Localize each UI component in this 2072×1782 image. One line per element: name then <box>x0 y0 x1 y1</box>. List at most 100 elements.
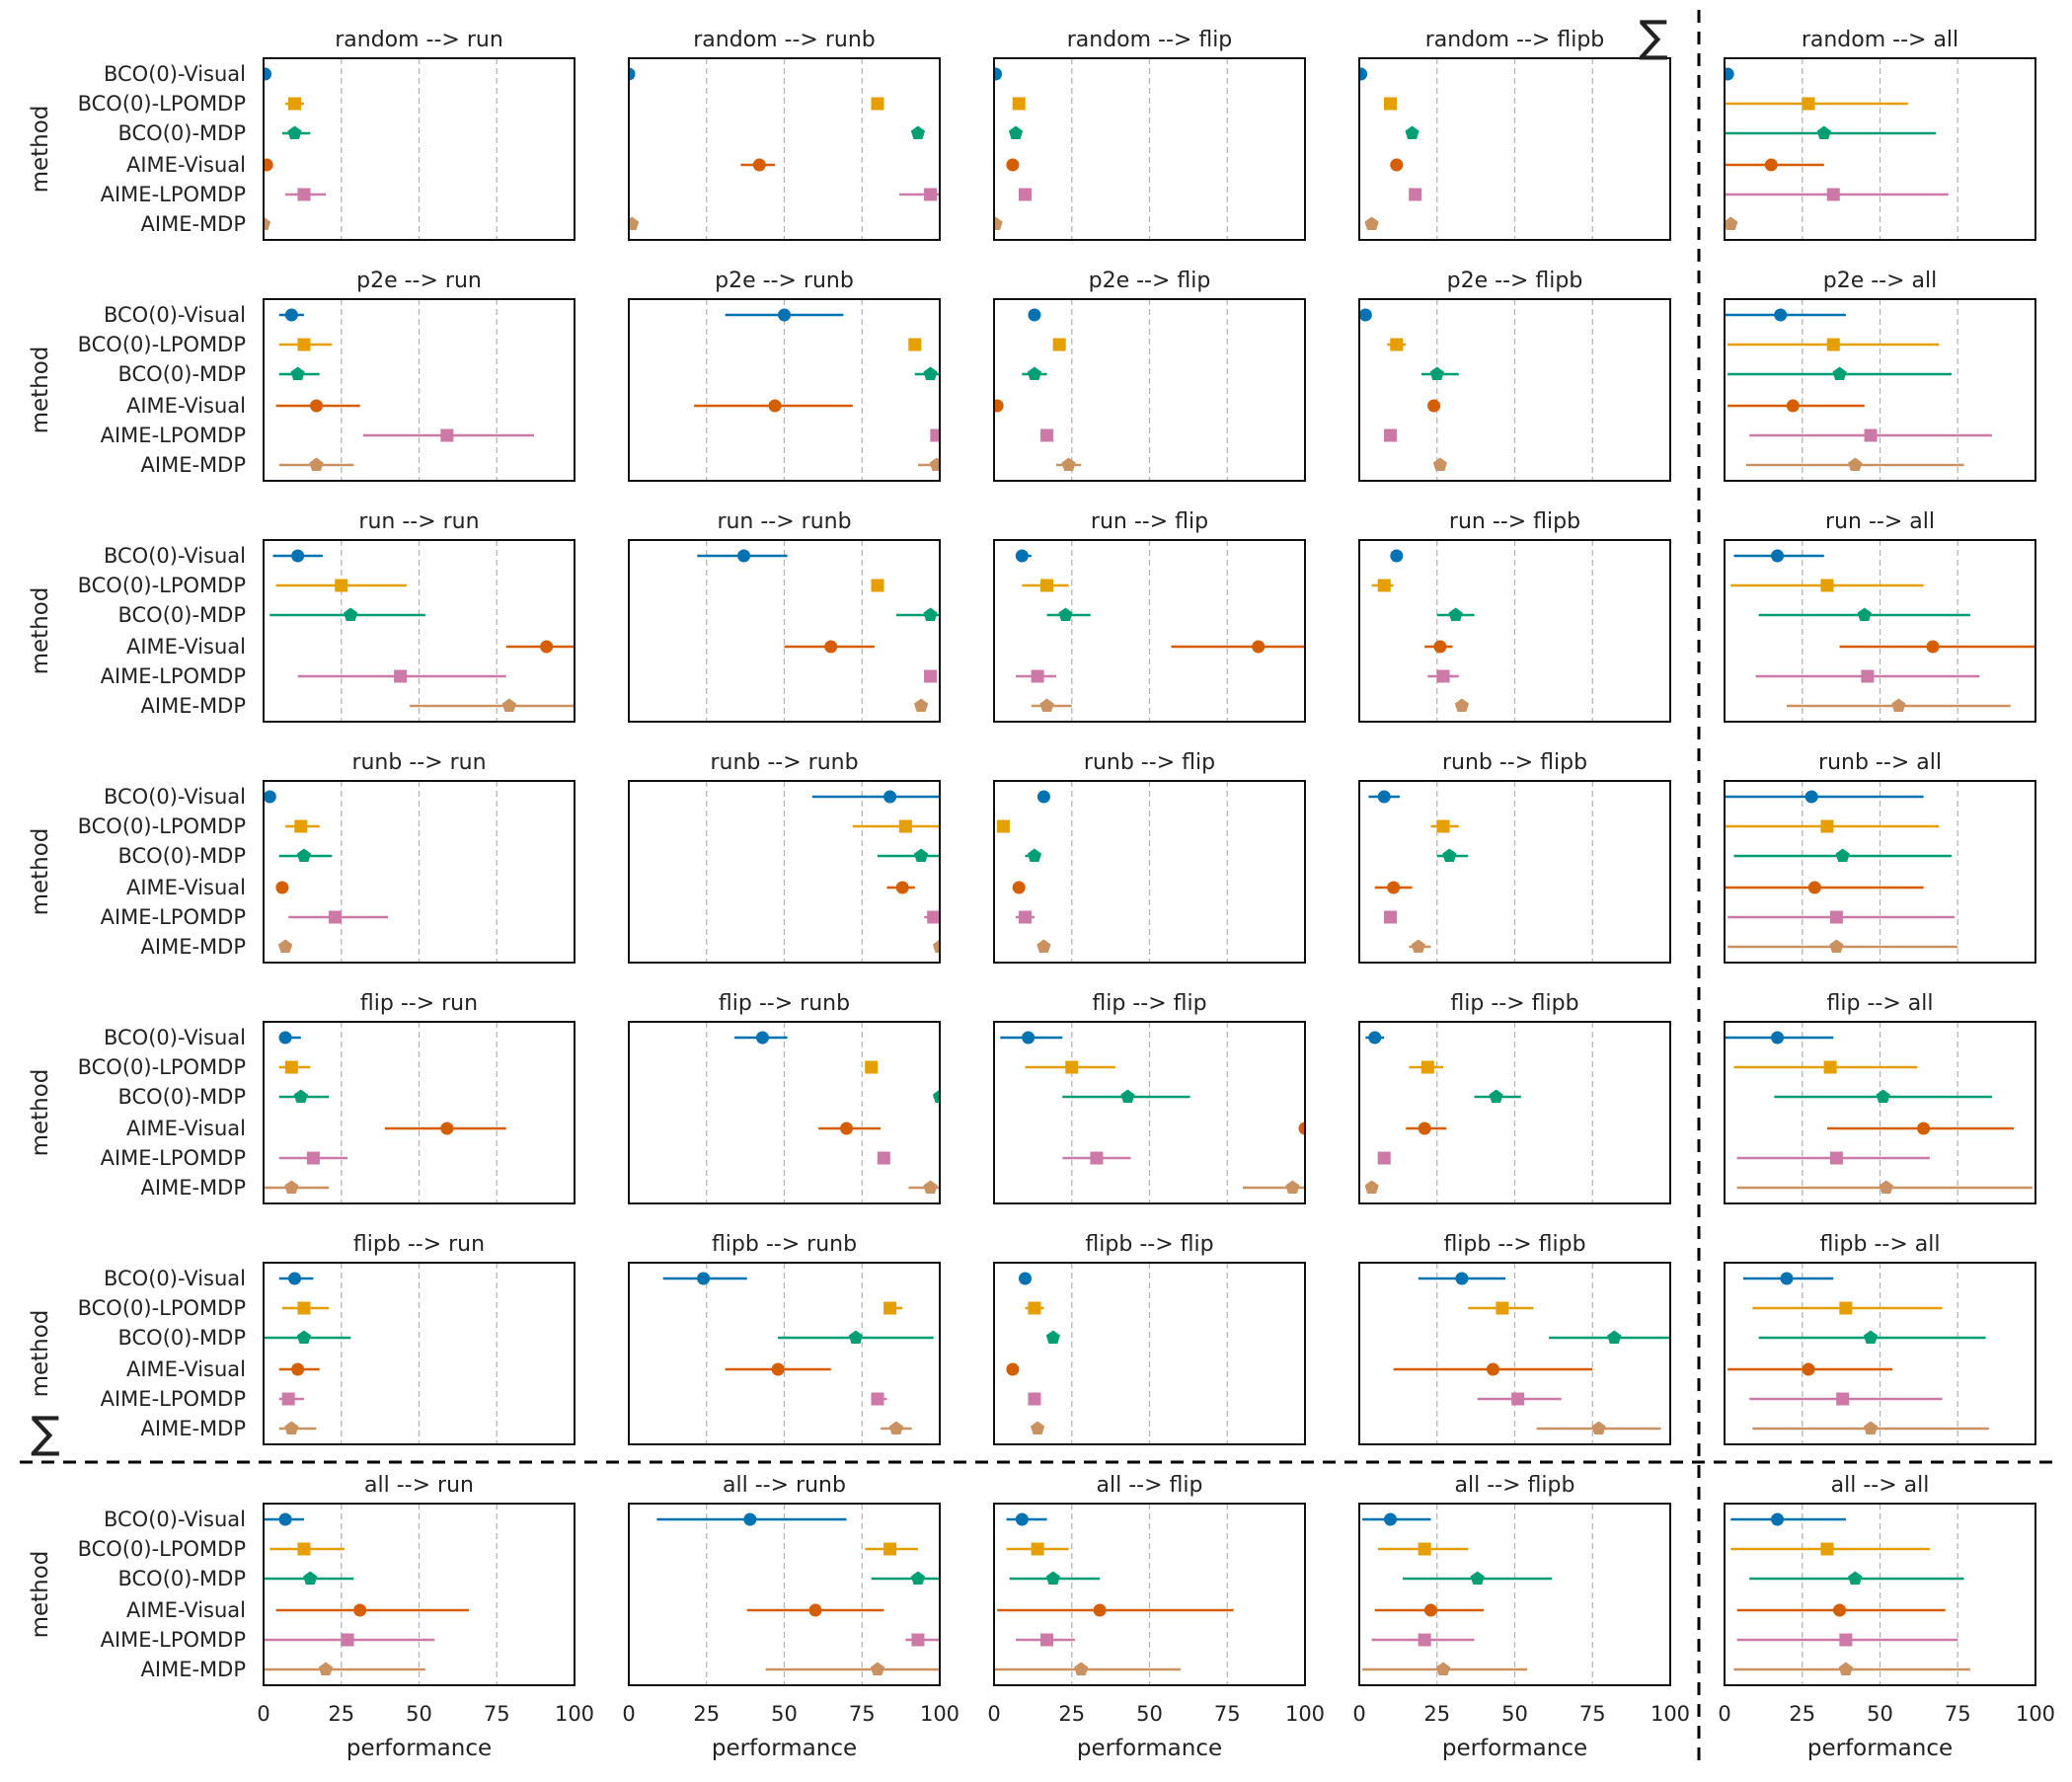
panel-data <box>656 1512 940 1676</box>
point-BCO(0)-MDP <box>923 607 938 622</box>
panel-random-to-runb: random --> runb <box>628 28 941 241</box>
point-AIME-Visual <box>752 158 766 172</box>
point-AIME-Visual <box>1833 1603 1847 1617</box>
x-tick-label: 50 <box>406 1702 432 1726</box>
point-AIME-LPOMDP <box>1829 910 1843 924</box>
y-tick-label: AIME-MDP <box>141 935 246 959</box>
y-tick-label: BCO(0)-Visual <box>104 1026 246 1049</box>
x-tick-label: 50 <box>771 1702 798 1726</box>
point-AIME-LPOMDP <box>911 1633 925 1647</box>
y-tick-label: AIME-LPOMDP <box>101 664 246 688</box>
y-tick-label: AIME-MDP <box>141 1176 246 1200</box>
point-AIME-MDP <box>1454 698 1470 713</box>
panel-frame <box>263 57 576 241</box>
panel-frame <box>628 1021 941 1204</box>
x-tick-label: 75 <box>1579 1702 1606 1726</box>
point-BCO(0)-Visual <box>1368 1031 1382 1045</box>
x-tick-label: 75 <box>1214 1702 1241 1726</box>
point-AIME-MDP <box>1036 939 1051 954</box>
point-AIME-MDP <box>923 1180 938 1195</box>
x-tick-label: 0 <box>987 1702 1000 1726</box>
panel-p2e-to-runb: p2e --> runb <box>628 269 941 482</box>
point-BCO(0)-MDP <box>1816 125 1831 140</box>
point-BCO(0)-MDP <box>910 125 926 140</box>
panel-title: flipb --> flipb <box>1443 1232 1585 1257</box>
point-AIME-Visual <box>895 881 909 894</box>
point-AIME-MDP <box>1829 939 1844 954</box>
panel-frame <box>993 298 1306 482</box>
point-AIME-Visual <box>1006 1362 1020 1376</box>
point-AIME-MDP <box>284 1421 299 1435</box>
point-BCO(0)-LPOMDP <box>908 338 922 351</box>
point-AIME-Visual <box>1387 881 1401 894</box>
point-BCO(0)-LPOMDP <box>898 819 912 833</box>
panel-frame <box>263 539 576 723</box>
panel-data <box>1364 1031 1521 1195</box>
point-BCO(0)-Visual <box>1359 308 1372 322</box>
point-AIME-LPOMDP <box>1019 188 1032 201</box>
point-AIME-LPOMDP <box>1384 910 1397 924</box>
panel-data <box>1368 790 1469 954</box>
point-BCO(0)-Visual <box>1377 790 1391 804</box>
sum-symbol-row: ∑ <box>31 1408 60 1458</box>
y-tick-label: BCO(0)-Visual <box>104 1267 246 1290</box>
point-BCO(0)-MDP <box>290 366 305 381</box>
point-BCO(0)-MDP <box>923 366 938 381</box>
panel-data <box>1725 67 1949 231</box>
panel-title: runb --> all <box>1818 750 1942 775</box>
y-tick-label: BCO(0)-Visual <box>104 785 246 809</box>
point-BCO(0)-LPOMDP <box>1420 1060 1434 1074</box>
point-AIME-LPOMDP <box>1836 1392 1850 1406</box>
point-AIME-MDP <box>994 216 1003 231</box>
point-AIME-Visual <box>771 1362 785 1376</box>
point-BCO(0)-MDP <box>1045 1571 1060 1586</box>
panel-data <box>1362 1512 1553 1676</box>
point-AIME-Visual <box>1006 158 1020 172</box>
point-BCO(0)-Visual <box>1725 67 1734 81</box>
point-AIME-Visual <box>540 640 554 654</box>
point-BCO(0)-MDP <box>1857 607 1872 622</box>
point-AIME-LPOMDP <box>328 910 342 924</box>
point-BCO(0)-MDP <box>1607 1330 1622 1345</box>
panel-title: flip --> runb <box>719 991 850 1016</box>
point-BCO(0)-LPOMDP <box>1802 97 1815 111</box>
point-BCO(0)-LPOMDP <box>996 819 1010 833</box>
panel-data <box>264 1031 506 1195</box>
point-AIME-Visual <box>1093 1603 1107 1617</box>
y-tick-label: BCO(0)-Visual <box>104 1508 246 1531</box>
panel-frame <box>1358 780 1671 964</box>
point-BCO(0)-Visual <box>288 1272 301 1285</box>
panel-title: flipb --> run <box>353 1232 485 1257</box>
y-tick-label: BCO(0)-LPOMDP <box>78 1055 246 1079</box>
point-AIME-Visual <box>824 640 838 654</box>
point-BCO(0)-LPOMDP <box>1839 1301 1853 1315</box>
panel-title: p2e --> flipb <box>1447 269 1583 293</box>
panel-data <box>994 67 1032 231</box>
panel-data <box>264 67 326 231</box>
point-AIME-Visual <box>1786 399 1800 413</box>
y-tick-label: AIME-MDP <box>141 453 246 477</box>
panel-frame <box>1724 539 2036 723</box>
y-tick-label: BCO(0)-Visual <box>104 544 246 568</box>
x-tick-label: 0 <box>257 1702 269 1726</box>
panel-frame <box>628 780 941 964</box>
x-tick-label: 0 <box>622 1702 635 1726</box>
point-BCO(0)-MDP <box>1008 125 1024 140</box>
panel-title: random --> run <box>335 28 503 52</box>
point-BCO(0)-LPOMDP <box>883 1542 897 1556</box>
panel-title: random --> flip <box>1067 28 1233 52</box>
panel-frame <box>263 780 576 964</box>
y-axis-label: method <box>28 828 53 916</box>
panel-data <box>811 790 940 954</box>
x-tick-label: 100 <box>1650 1702 1690 1726</box>
panel-title: runb --> flipb <box>1442 750 1587 775</box>
panel-frame <box>628 57 941 241</box>
point-BCO(0)-MDP <box>1405 125 1420 140</box>
panel-data <box>734 1031 940 1195</box>
point-BCO(0)-Visual <box>1015 549 1029 563</box>
point-BCO(0)-Visual <box>1771 1031 1785 1045</box>
point-AIME-Visual <box>264 158 273 172</box>
panel-runb-to-flipb: runb --> flipb <box>1358 750 1671 964</box>
point-AIME-MDP <box>1863 1421 1879 1435</box>
panel-data <box>994 1512 1234 1676</box>
